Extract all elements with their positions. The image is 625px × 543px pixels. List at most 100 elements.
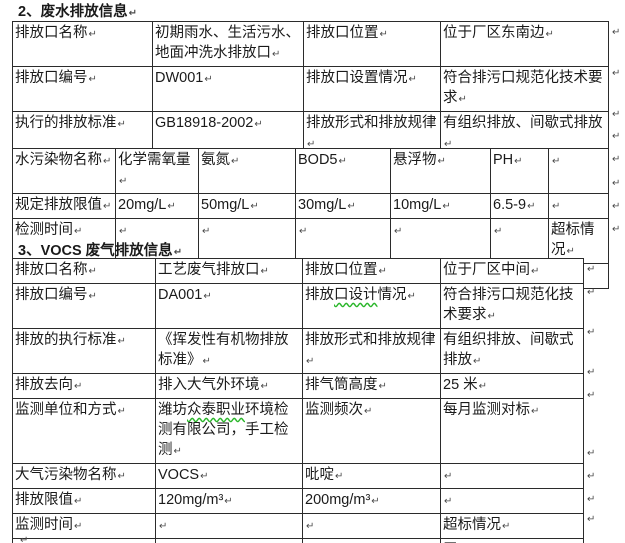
cell-text: 50mg/L	[201, 197, 250, 213]
paragraph-mark-icon: ↵	[587, 327, 596, 338]
table-cell[interactable]: 规定排放限值↵	[12, 193, 116, 219]
table-cell[interactable]: 排入大气外环境↵	[155, 373, 303, 399]
paragraph-mark-icon: ↵	[473, 356, 482, 367]
table-cell[interactable]: 排放形式和排放规律 ↵	[302, 328, 441, 374]
table-cell[interactable]: 120mg/m³↵	[155, 488, 303, 514]
table-cell[interactable]: 排放口名称↵	[12, 258, 156, 284]
table-cell[interactable]: 3.74mg/m³↵	[302, 538, 441, 543]
table-cell[interactable]: 潍坊众泰职业环境检测有限公司，手工检测↵	[155, 398, 303, 464]
table-cell[interactable]: 监测频次↵	[302, 398, 441, 464]
row-end-mark: ↵	[611, 63, 620, 104]
paragraph-mark-icon: ↵	[378, 381, 387, 392]
table-cell[interactable]: 排放口编号↵	[12, 283, 156, 329]
table-cell[interactable]: 位于厂区中间↵	[440, 258, 584, 284]
table-cell[interactable]: BOD5↵	[295, 148, 391, 194]
table-cell[interactable]: 氨氮↵	[198, 148, 296, 194]
cell-text: 30mg/L	[298, 197, 347, 213]
table-cell[interactable]: 20mg/L↵	[115, 193, 199, 219]
table-cell[interactable]: ↵	[440, 488, 584, 514]
table-cell[interactable]: ↵	[390, 218, 491, 264]
paragraph-mark-icon: ↵	[74, 226, 83, 237]
paragraph-mark-icon: ↵	[119, 176, 128, 187]
table-row: 2019 年 6 月 11 日↵ 18.3mg/m³↵ 3.74mg/m³↵ 无…	[12, 538, 584, 543]
table-cell[interactable]: 排放口设计情况↵	[302, 283, 441, 329]
table-cell[interactable]: 10mg/L↵	[390, 193, 491, 219]
table-cell[interactable]: ↵	[548, 148, 609, 194]
table-cell[interactable]: 每月监测对标↵	[440, 398, 584, 464]
table-cell[interactable]: 工艺废气排放口↵	[155, 258, 303, 284]
table-cell[interactable]: ↵	[295, 218, 391, 264]
table-cell[interactable]: ↵	[490, 218, 549, 264]
table-cell[interactable]: 初期雨水、生活污水、地面冲洗水排放口↵	[152, 21, 304, 67]
table-cell[interactable]: 25 米↵	[440, 373, 584, 399]
table-cell[interactable]: ↵	[115, 218, 199, 264]
table-cell[interactable]: 排放口位置↵	[302, 258, 441, 284]
table-cell[interactable]: 超标情况↵	[548, 218, 609, 264]
table-cell[interactable]: 排放口设置情况↵	[303, 66, 441, 112]
table-cell[interactable]: VOCS↵	[155, 463, 303, 489]
table-cell[interactable]: 检测时间↵	[12, 218, 116, 264]
paragraph-mark-icon: ↵	[231, 156, 240, 167]
table-cell[interactable]: ↵	[440, 463, 584, 489]
table-cell[interactable]: 排放限值↵	[12, 488, 156, 514]
table-cell[interactable]: 符合排污口规范化技术要求↵	[440, 283, 584, 329]
table-cell[interactable]: 《挥发性有机物排放标准》↵	[155, 328, 303, 374]
paragraph-mark-icon: ↵	[299, 226, 308, 237]
cell-text: 监测单位和方式	[15, 402, 117, 418]
table-cell[interactable]: 超标情况↵	[440, 513, 584, 539]
paragraph-mark-icon: ↵	[260, 266, 269, 277]
table-cell[interactable]: 化学需氧量 ↵	[115, 148, 199, 194]
table-cell[interactable]: 排放的执行标准↵	[12, 328, 156, 374]
table-cell[interactable]: DW001↵	[152, 66, 304, 112]
row-end-mark: ↵	[586, 466, 595, 489]
table-cell[interactable]: DA001↵	[155, 283, 303, 329]
table-cell[interactable]: 大气污染物名称↵	[12, 463, 156, 489]
table-cell[interactable]: 200mg/m³↵	[302, 488, 441, 514]
table-cell[interactable]: 50mg/L↵	[198, 193, 296, 219]
paragraph-mark-icon: ↵	[224, 496, 233, 507]
table-cell[interactable]: 2019 年 6 月 11 日↵	[12, 538, 156, 543]
table-cell[interactable]: PH↵	[490, 148, 549, 194]
cell-text: 排放	[305, 287, 334, 303]
table-cell[interactable]: ↵	[198, 218, 296, 264]
table-cell[interactable]: 有组织排放、间歇式排放↵	[440, 328, 584, 374]
table-cell[interactable]: ↵	[302, 513, 441, 539]
row-end-mark: ↵	[586, 509, 595, 529]
cell-text: 悬浮物	[393, 152, 437, 168]
paragraph-mark-icon: ↵	[494, 226, 503, 237]
table-cell[interactable]: 30mg/L↵	[295, 193, 391, 219]
table-cell[interactable]: 排放口位置↵	[303, 21, 441, 67]
paragraph-mark-icon: ↵	[378, 266, 387, 277]
table-cell[interactable]: 监测单位和方式↵	[12, 398, 156, 464]
cell-text: 6.5-9	[493, 197, 527, 213]
cell-text: 每月监测对标	[443, 402, 530, 418]
table-row: 排放的执行标准↵ 《挥发性有机物排放标准》↵ 排放形式和排放规律↵ 有组织排放、…	[12, 328, 584, 374]
row-end-mark: ↵	[611, 196, 620, 219]
table-cell[interactable]: ↵	[548, 193, 609, 219]
table-cell[interactable]: 水污染物名称↵	[12, 148, 116, 194]
table-cell[interactable]: 排气筒高度↵	[302, 373, 441, 399]
table-cell[interactable]: 符合排污口规范化技术要求↵	[440, 66, 609, 112]
table-cell[interactable]: 18.3mg/m³↵	[155, 538, 303, 543]
table-cell[interactable]: 监测时间↵	[12, 513, 156, 539]
table-cell[interactable]: 悬浮物↵	[390, 148, 491, 194]
paragraph-mark-icon: ↵	[200, 471, 209, 482]
cell-text: 20mg/L	[118, 197, 167, 213]
table-cell[interactable]: 吡啶↵	[302, 463, 441, 489]
paragraph-mark-icon: ↵	[612, 178, 621, 189]
table-cell[interactable]: 排放口名称↵	[12, 21, 153, 67]
cell-text: 检测时间	[15, 222, 73, 238]
row-end-marks: ↵ ↵ ↵ ↵	[611, 149, 620, 244]
paragraph-mark-icon: ↵	[612, 68, 621, 79]
table-cell[interactable]: 位于厂区东南边↵	[440, 21, 609, 67]
table-cell[interactable]: ↵	[155, 513, 303, 539]
table-cell[interactable]: 无↵	[440, 538, 584, 543]
row-end-mark: ↵	[611, 126, 620, 149]
table-cell[interactable]: 排放口编号↵	[12, 66, 153, 112]
paragraph-mark-icon: ↵	[74, 496, 83, 507]
table-cell[interactable]: 排放去向↵	[12, 373, 156, 399]
cell-text: 符合排污口规范化技术要求	[443, 70, 603, 106]
cell-text: 吡啶	[305, 467, 334, 483]
table-cell[interactable]: 6.5-9↵	[490, 193, 549, 219]
cell-text: PH	[493, 152, 514, 168]
